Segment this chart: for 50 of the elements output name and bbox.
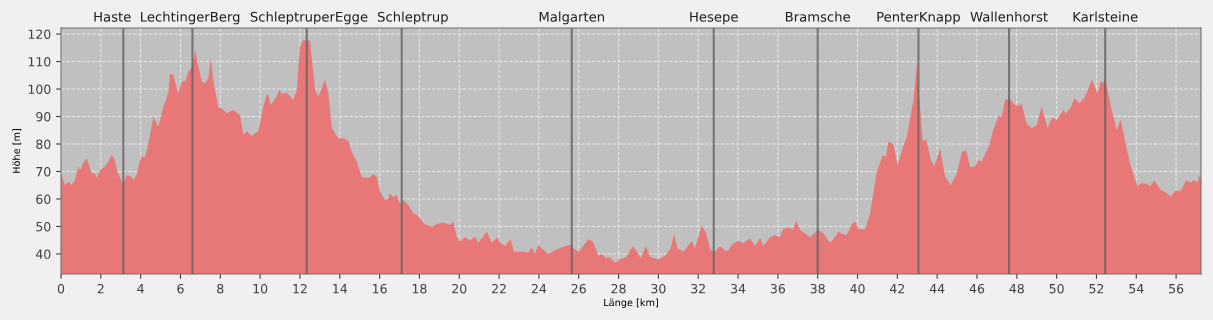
x-tick-label: 14 xyxy=(333,284,348,294)
ref-line-label: Bramsche xyxy=(785,11,850,22)
y-tick-label: 100 xyxy=(28,84,51,94)
x-tick-label: 20 xyxy=(452,283,467,294)
x-tick-label: 26 xyxy=(571,283,586,294)
y-tick-label: 80 xyxy=(36,139,51,149)
x-tick-label: 44 xyxy=(929,284,945,294)
x-axis-title: Länge [km] xyxy=(604,298,658,309)
ref-line-label: PenterKnapp xyxy=(877,11,960,25)
y-tick-label: 40 xyxy=(35,249,51,259)
x-tick-label: 42 xyxy=(889,283,905,294)
y-axis-title: Höhe [m] xyxy=(12,129,22,173)
x-tick-label: 4 xyxy=(137,284,144,294)
x-tick-label: 50 xyxy=(1049,283,1064,294)
y-tick-label: 60 xyxy=(36,194,51,204)
x-tick-label: 16 xyxy=(373,283,387,294)
x-tick-label: 32 xyxy=(691,283,705,294)
x-tick-label: 8 xyxy=(217,283,224,294)
ref-line-label: Haste xyxy=(94,11,131,22)
x-tick-label: 24 xyxy=(531,283,547,294)
x-tick-label: 38 xyxy=(810,283,825,294)
x-tick-label: 40 xyxy=(850,283,865,294)
x-tick-label: 56 xyxy=(1169,283,1184,294)
y-tick-label: 50 xyxy=(36,221,51,232)
y-tick-label: 90 xyxy=(36,111,51,122)
x-tick-label: 0 xyxy=(57,283,65,294)
ref-line-label: LechtingerBerg xyxy=(141,11,240,25)
y-tick-label: 110 xyxy=(28,57,51,67)
x-tick-label: 22 xyxy=(492,283,506,294)
x-tick-label: 34 xyxy=(731,283,746,294)
x-tick-label: 12 xyxy=(293,283,307,294)
x-tick-label: 18 xyxy=(412,283,427,294)
ref-line-label: Wallenhorst xyxy=(970,11,1048,22)
x-tick-label: 36 xyxy=(770,283,786,294)
x-tick-label: 52 xyxy=(1089,283,1104,294)
y-tick-label: 120 xyxy=(28,29,51,39)
x-tick-label: 28 xyxy=(611,283,626,294)
ref-line-label: SchleptruperEgge xyxy=(250,11,368,25)
x-tick-label: 46 xyxy=(969,283,985,294)
x-tick-label: 48 xyxy=(1009,283,1024,294)
ref-line-label: Schleptrup xyxy=(377,11,448,25)
x-tick-label: 2 xyxy=(97,283,104,294)
x-tick-label: 54 xyxy=(1129,284,1144,294)
x-tick-label: 30 xyxy=(651,283,666,294)
x-tick-label: 6 xyxy=(177,283,184,294)
ref-line-label: Karlsteine xyxy=(1073,11,1138,22)
ref-line-label: Malgarten xyxy=(539,11,604,25)
ref-line-label: Hesepe xyxy=(690,11,738,25)
y-tick-label: 70 xyxy=(36,166,51,177)
x-tick-label: 10 xyxy=(253,283,268,294)
